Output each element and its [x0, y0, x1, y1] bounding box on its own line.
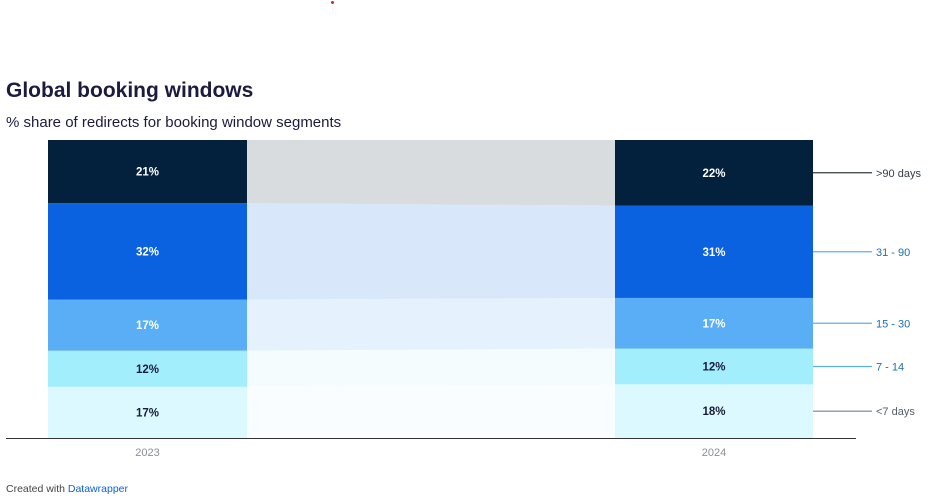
- data-label: 18%: [702, 406, 725, 418]
- chart-subtitle: % share of redirects for booking window …: [6, 114, 342, 131]
- x-tick-label: 2023: [135, 447, 159, 459]
- data-label: 17%: [136, 407, 159, 419]
- bar-segment-2023-1: [48, 350, 247, 387]
- legend-label: 31 - 90: [876, 247, 910, 259]
- bar-segment-2024-1: [615, 348, 813, 385]
- bar-segment-2024-0: [615, 384, 813, 438]
- connector-band-0: [247, 384, 615, 438]
- footer-credit: Created with Datawrapper: [6, 483, 128, 495]
- bar-segment-2023-0: [48, 386, 247, 438]
- accent-dot: [331, 1, 334, 4]
- footer-prefix: Created with: [6, 483, 65, 495]
- data-label: 12%: [702, 361, 725, 373]
- data-label: 31%: [702, 247, 725, 259]
- data-label: 21%: [136, 167, 159, 179]
- datawrapper-link[interactable]: Datawrapper: [67, 483, 128, 495]
- connector-band-2: [247, 297, 615, 351]
- stacked-bar-chart: 17% 12% 17% 32% 21% 18% 12% 17% 31% 22% 2023 2024 <7…: [6, 140, 921, 459]
- bar-segment-2023-4: [48, 140, 247, 204]
- x-tick-label: 2024: [702, 447, 726, 459]
- data-label: 22%: [702, 168, 725, 180]
- bar-segment-2023-2: [48, 299, 247, 351]
- bar-segment-2024-3: [615, 205, 813, 298]
- data-label: 17%: [702, 318, 725, 330]
- data-label: 12%: [136, 364, 159, 376]
- data-label: 17%: [136, 320, 159, 332]
- legend-label: >90 days: [876, 168, 921, 180]
- bar-segment-2024-4: [615, 140, 813, 206]
- data-label: 32%: [136, 246, 159, 258]
- bar-segment-2023-3: [48, 203, 247, 300]
- legend-label: 7 - 14: [876, 361, 904, 373]
- connector-band-3: [247, 203, 615, 300]
- legend-label: 15 - 30: [876, 318, 910, 330]
- chart-title: Global booking windows: [6, 79, 254, 102]
- connector-band-1: [247, 348, 615, 387]
- connector-band-4: [247, 140, 615, 206]
- bar-segment-2024-2: [615, 297, 813, 349]
- legend-label: <7 days: [876, 406, 915, 418]
